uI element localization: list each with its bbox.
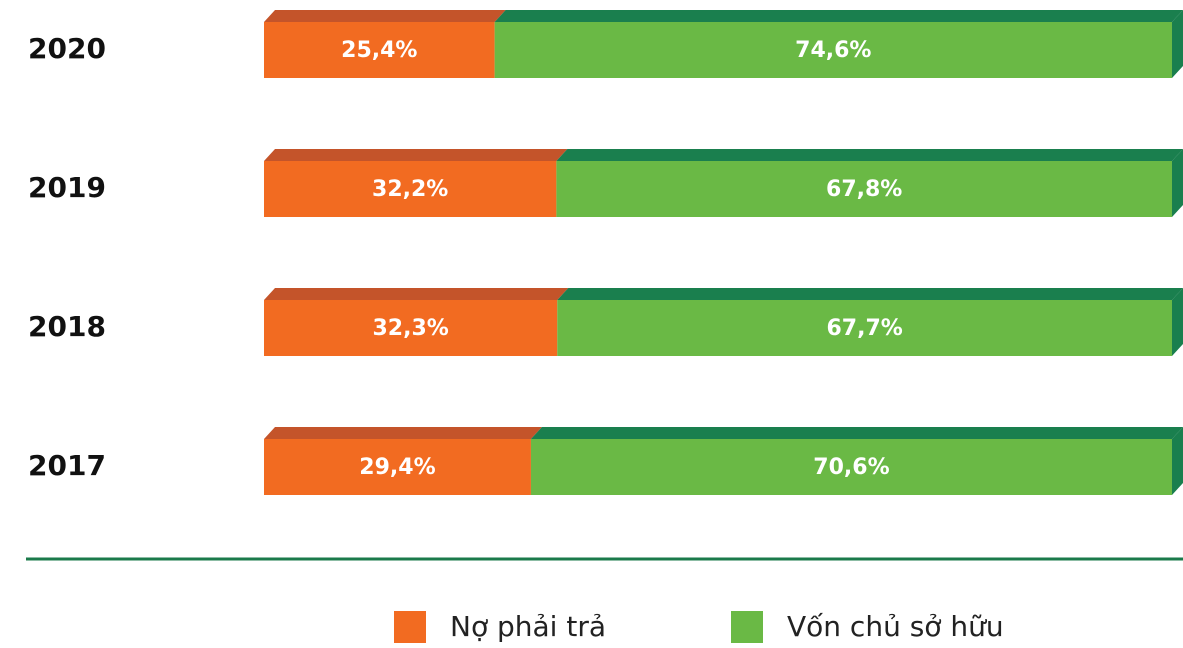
data-label: 74,6% <box>795 38 871 63</box>
bar-segment <box>264 439 531 495</box>
bar-side-face <box>1172 288 1183 356</box>
bar-top-face <box>264 427 542 439</box>
bar-top-face <box>264 288 569 300</box>
data-label: 32,2% <box>372 177 448 202</box>
legend-swatch <box>394 611 426 643</box>
bar-top-face <box>264 149 568 161</box>
bar-segment <box>494 22 1173 78</box>
bar-side-face <box>1172 427 1183 495</box>
data-label: 29,4% <box>359 455 435 480</box>
bar-segment <box>557 300 1172 356</box>
bar-segment <box>264 161 557 217</box>
legend-swatch <box>731 611 763 643</box>
bar-segment <box>556 161 1172 217</box>
y-tick-label: 2017 <box>28 449 106 482</box>
data-label: 32,3% <box>372 316 448 341</box>
bar-side-face <box>1172 149 1183 217</box>
y-tick-label: 2020 <box>28 32 106 65</box>
bar-top-face <box>494 10 1183 22</box>
y-tick-label: 2019 <box>28 171 106 204</box>
bar-segment <box>530 439 1172 495</box>
data-label: 70,6% <box>813 455 889 480</box>
y-tick-label: 2018 <box>28 310 106 343</box>
bar-top-face <box>264 10 506 22</box>
bar-segment <box>264 22 495 78</box>
bar-segment <box>264 300 558 356</box>
bar-top-face <box>530 427 1183 439</box>
legend-label: Nợ phải trả <box>450 610 606 643</box>
bar-side-face <box>1172 10 1183 78</box>
data-label: 25,4% <box>341 38 417 63</box>
data-label: 67,7% <box>826 316 902 341</box>
bar-top-face <box>556 149 1183 161</box>
legend-label: Vốn chủ sở hữu <box>787 610 1004 643</box>
data-label: 67,8% <box>826 177 902 202</box>
bar-top-face <box>557 288 1183 300</box>
